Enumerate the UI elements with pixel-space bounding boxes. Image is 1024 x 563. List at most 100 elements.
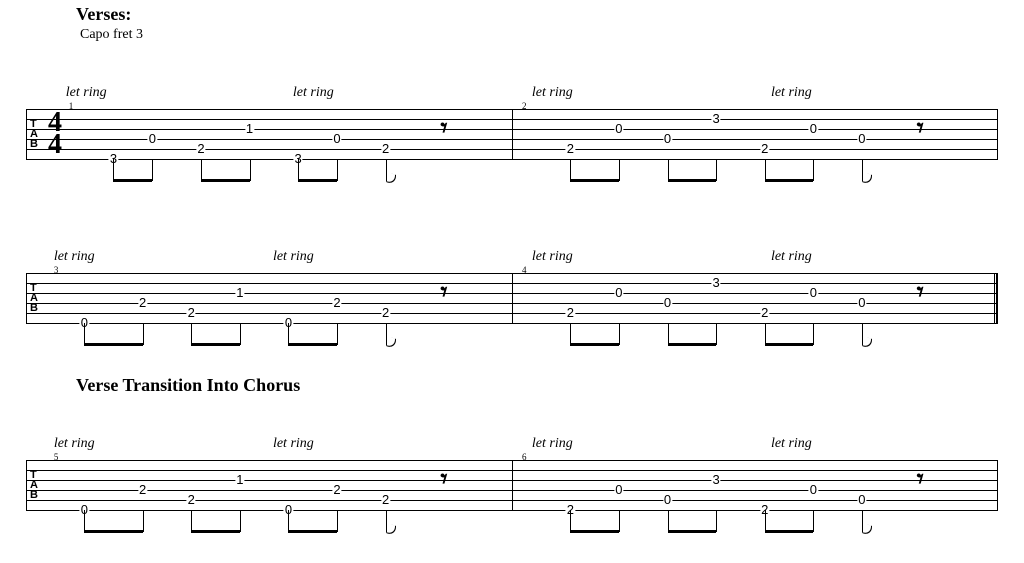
note-stem xyxy=(813,159,814,181)
barline xyxy=(997,460,998,510)
beam xyxy=(84,343,142,346)
tab-clef: TAB xyxy=(30,470,38,500)
note-stem xyxy=(716,323,717,345)
eighth-flag xyxy=(386,159,396,175)
fret-number: 0 xyxy=(857,134,866,144)
staff: TAB0221022𝄾2003200𝄾 xyxy=(26,273,998,323)
eighth-rest: 𝄾 xyxy=(440,278,447,309)
barline xyxy=(512,109,513,159)
tab-clef: TAB xyxy=(30,119,38,149)
tab-system: 1 let ring let ring 2 let ring let ring TAB 44 3… xyxy=(14,47,1010,199)
note-stem xyxy=(765,159,766,181)
fret-number: 2 xyxy=(381,495,390,505)
fret-number: 1 xyxy=(245,124,254,134)
beam xyxy=(288,343,337,346)
note-stem xyxy=(619,323,620,345)
fret-number: 3 xyxy=(711,475,720,485)
beam xyxy=(113,179,152,182)
fret-number: 0 xyxy=(857,298,866,308)
note-stem xyxy=(765,323,766,345)
eighth-rest: 𝄾 xyxy=(917,278,924,309)
fret-number: 2 xyxy=(381,308,390,318)
note-stem xyxy=(716,159,717,181)
fret-number: 1 xyxy=(235,288,244,298)
fret-number: 3 xyxy=(711,114,720,124)
fret-number: 2 xyxy=(760,308,769,318)
note-stem xyxy=(84,510,85,532)
note-stem xyxy=(288,323,289,345)
note-stem xyxy=(716,510,717,532)
fret-number: 2 xyxy=(196,144,205,154)
beam xyxy=(570,343,619,346)
fret-number: 2 xyxy=(566,308,575,318)
fret-number: 0 xyxy=(614,124,623,134)
let-ring-annotation: let ring xyxy=(771,436,812,452)
fret-number: 2 xyxy=(381,144,390,154)
barline-end-double xyxy=(994,273,998,323)
fret-number: 0 xyxy=(663,298,672,308)
note-stem xyxy=(668,510,669,532)
let-ring-annotation: let ring xyxy=(293,85,334,101)
barline xyxy=(997,109,998,159)
string-line xyxy=(26,323,998,324)
let-ring-annotation: let ring xyxy=(273,436,314,452)
fret-number: 2 xyxy=(138,298,147,308)
note-stem xyxy=(668,159,669,181)
let-ring-annotation: let ring xyxy=(771,249,812,265)
capo-note: Capo fret 3 xyxy=(80,27,1010,43)
eighth-rest: 𝄾 xyxy=(440,114,447,145)
beam xyxy=(84,530,142,533)
note-stem xyxy=(337,510,338,532)
tab-system: 5let ringlet ring6let ringlet ringTAB022… xyxy=(14,398,1010,544)
note-stem xyxy=(143,323,144,345)
note-stem xyxy=(84,323,85,345)
fret-number: 0 xyxy=(148,134,157,144)
fret-number: 2 xyxy=(332,298,341,308)
note-stem xyxy=(813,323,814,345)
note-stem xyxy=(570,510,571,532)
note-stem xyxy=(250,159,251,181)
let-ring-annotation: let ring xyxy=(54,436,95,452)
fret-number: 2 xyxy=(332,485,341,495)
beam xyxy=(201,179,250,182)
eighth-flag xyxy=(862,510,872,526)
note-stem xyxy=(337,159,338,181)
beam xyxy=(298,179,337,182)
fret-number: 2 xyxy=(187,308,196,318)
fret-number: 0 xyxy=(809,288,818,298)
fret-number: 1 xyxy=(235,475,244,485)
note-stem xyxy=(668,323,669,345)
note-stem xyxy=(191,510,192,532)
let-ring-annotation: let ring xyxy=(771,85,812,101)
fret-number: 2 xyxy=(138,485,147,495)
eighth-flag xyxy=(862,159,872,175)
fret-number: 0 xyxy=(857,495,866,505)
fret-number: 0 xyxy=(809,124,818,134)
eighth-rest: 𝄾 xyxy=(917,465,924,496)
note-stem xyxy=(298,159,299,181)
beam xyxy=(570,179,619,182)
fret-number: 0 xyxy=(663,134,672,144)
fret-number: 0 xyxy=(332,134,341,144)
beam xyxy=(191,343,240,346)
note-stem xyxy=(619,159,620,181)
beam xyxy=(765,343,814,346)
barline xyxy=(512,273,513,323)
note-stem xyxy=(240,510,241,532)
fret-number: 0 xyxy=(809,485,818,495)
string-line xyxy=(26,510,998,511)
barline xyxy=(26,109,27,159)
staff: TAB0221022𝄾2003200𝄾 xyxy=(26,460,998,510)
let-ring-annotation: let ring xyxy=(532,85,573,101)
let-ring-annotation: let ring xyxy=(66,85,107,101)
eighth-rest: 𝄾 xyxy=(917,114,924,145)
beam xyxy=(668,179,717,182)
barline xyxy=(26,460,27,510)
beam xyxy=(668,343,717,346)
note-stem xyxy=(113,159,114,181)
eighth-rest: 𝄾 xyxy=(440,465,447,496)
section-title: Verses: xyxy=(76,4,1010,25)
tab-sheet: Verses: Capo fret 3 1 let ring let ring 2 let … xyxy=(0,0,1024,544)
time-signature: 44 xyxy=(48,112,62,156)
fret-number: 0 xyxy=(614,485,623,495)
